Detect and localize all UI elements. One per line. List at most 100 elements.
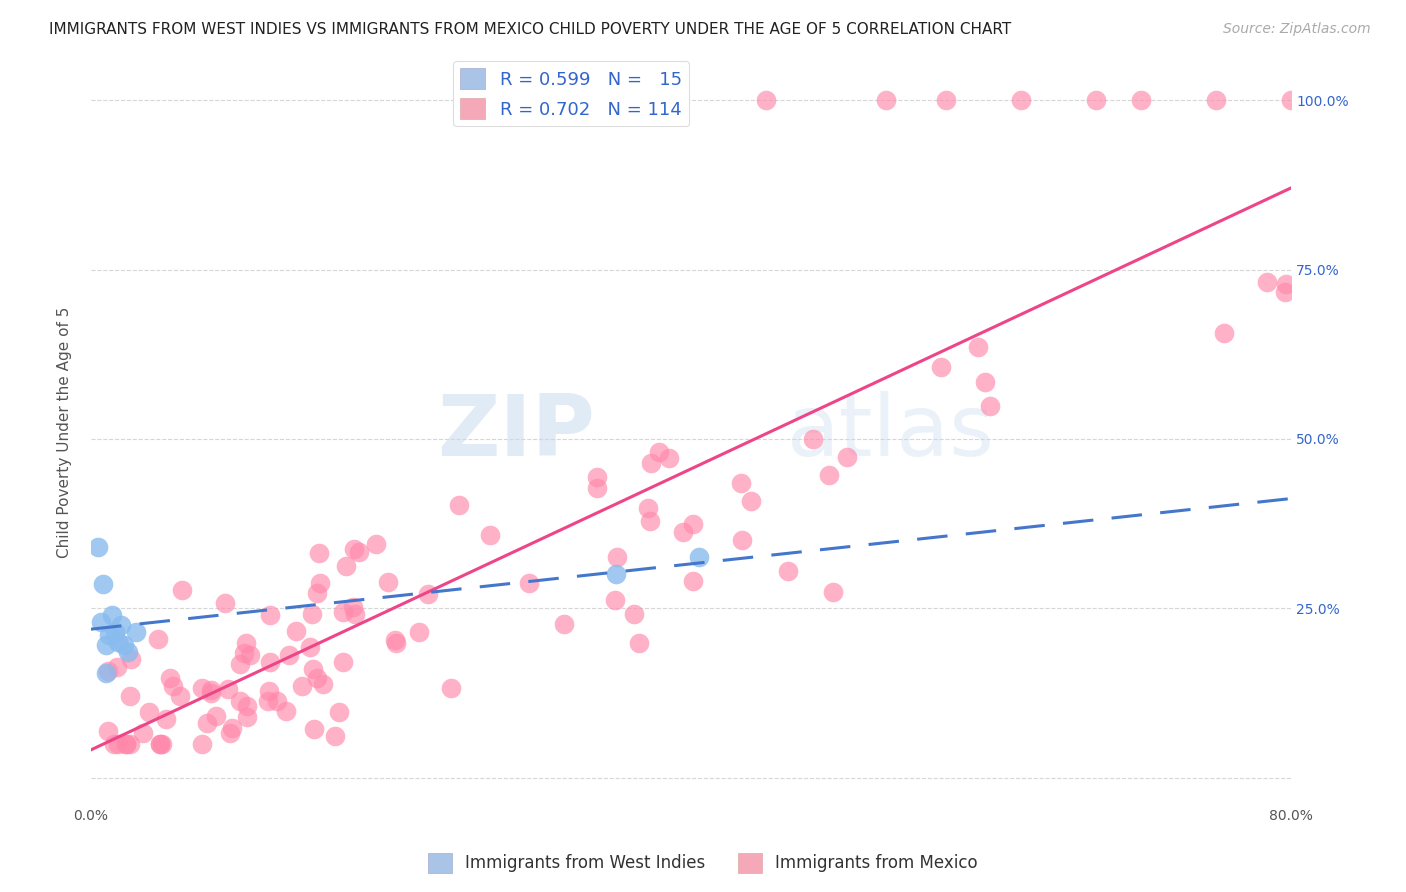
Point	[731, 533, 754, 548]
Point	[1212, 326, 1234, 341]
Point	[97, 665, 120, 679]
Point	[170, 582, 193, 597]
Point	[323, 729, 346, 743]
Text: Source: ZipAtlas.com: Source: ZipAtlas.com	[1223, 22, 1371, 37]
Point	[605, 567, 627, 582]
Point	[103, 737, 125, 751]
Point	[233, 646, 256, 660]
Point	[586, 481, 609, 495]
Point	[682, 574, 704, 588]
Point	[623, 607, 645, 622]
Point	[302, 722, 325, 736]
Point	[647, 444, 669, 458]
Point	[929, 359, 952, 374]
Point	[553, 617, 575, 632]
Point	[606, 550, 628, 565]
Point	[343, 541, 366, 556]
Point	[236, 710, 259, 724]
Point	[332, 655, 354, 669]
Point	[277, 648, 299, 663]
Point	[637, 500, 659, 515]
Point	[658, 450, 681, 465]
Point	[149, 737, 172, 751]
Point	[605, 592, 627, 607]
Point	[377, 574, 399, 589]
Point	[835, 450, 858, 465]
Point	[343, 607, 366, 622]
Point	[335, 559, 357, 574]
Point	[97, 628, 120, 642]
Point	[875, 93, 897, 107]
Point	[239, 648, 262, 663]
Point	[110, 618, 132, 632]
Point	[101, 607, 124, 622]
Point	[87, 541, 110, 555]
Point	[979, 399, 1001, 413]
Point	[517, 575, 540, 590]
Legend: Immigrants from West Indies, Immigrants from Mexico: Immigrants from West Indies, Immigrants …	[422, 847, 984, 880]
Point	[107, 737, 129, 751]
Point	[778, 564, 800, 578]
Point	[104, 624, 127, 639]
Point	[384, 633, 406, 648]
Point	[266, 694, 288, 708]
Point	[672, 524, 695, 539]
Point	[94, 665, 117, 680]
Point	[191, 681, 214, 695]
Point	[169, 689, 191, 703]
Point	[342, 599, 364, 614]
Point	[257, 684, 280, 698]
Point	[1256, 275, 1278, 289]
Point	[259, 607, 281, 622]
Point	[1275, 277, 1298, 292]
Point	[291, 679, 314, 693]
Point	[299, 640, 322, 654]
Point	[195, 716, 218, 731]
Point	[627, 636, 650, 650]
Point	[115, 737, 138, 751]
Point	[259, 655, 281, 669]
Point	[440, 681, 463, 696]
Point	[974, 376, 997, 390]
Point	[112, 639, 135, 653]
Point	[408, 624, 430, 639]
Point	[586, 469, 609, 483]
Point	[364, 537, 387, 551]
Y-axis label: Child Poverty Under the Age of 5: Child Poverty Under the Age of 5	[58, 307, 72, 558]
Point	[416, 587, 439, 601]
Point	[740, 494, 762, 508]
Legend: R = 0.599   N =   15, R = 0.702   N = 114: R = 0.599 N = 15, R = 0.702 N = 114	[453, 62, 689, 127]
Point	[818, 468, 841, 483]
Point	[214, 596, 236, 610]
Point	[191, 737, 214, 751]
Point	[302, 662, 325, 676]
Point	[449, 499, 471, 513]
Point	[117, 645, 139, 659]
Point	[312, 677, 335, 691]
Point	[347, 545, 370, 559]
Point	[638, 514, 661, 528]
Point	[120, 651, 142, 665]
Point	[159, 671, 181, 685]
Point	[385, 635, 408, 649]
Point	[308, 546, 330, 560]
Point	[755, 93, 778, 107]
Point	[90, 615, 112, 629]
Point	[821, 585, 844, 599]
Point	[114, 737, 136, 751]
Point	[221, 722, 243, 736]
Point	[328, 705, 350, 719]
Point	[125, 624, 148, 639]
Point	[131, 725, 153, 739]
Point	[305, 671, 328, 685]
Point	[146, 632, 169, 647]
Text: ZIP: ZIP	[437, 391, 595, 474]
Point	[640, 456, 662, 470]
Point	[120, 690, 142, 704]
Point	[257, 694, 280, 708]
Point	[235, 636, 257, 650]
Point	[1085, 93, 1108, 107]
Point	[935, 93, 957, 107]
Point	[1205, 93, 1227, 107]
Point	[228, 694, 250, 708]
